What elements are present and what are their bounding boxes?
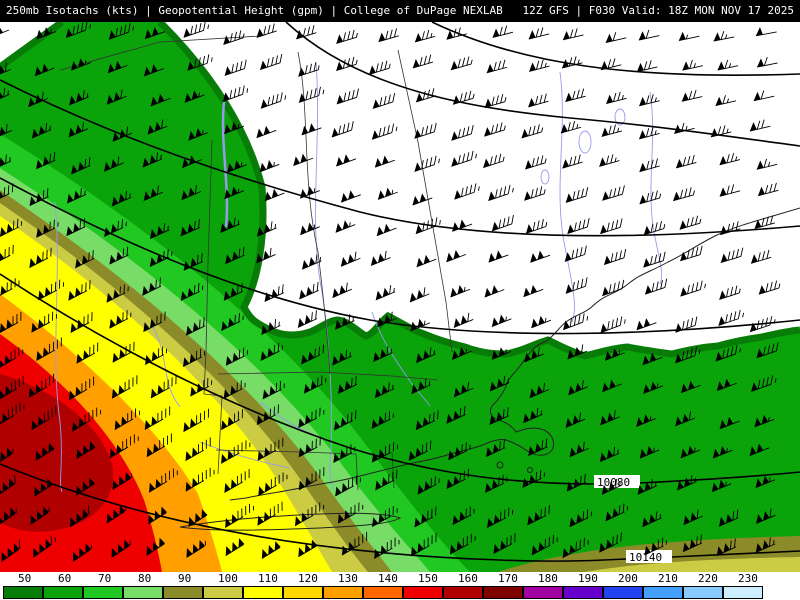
isotach-rim-50-b xyxy=(157,22,800,360)
scale-label: 130 xyxy=(338,572,358,585)
scale-label: 180 xyxy=(538,572,558,585)
scale-label: 50 xyxy=(18,572,32,585)
scale-label: 90 xyxy=(178,572,192,585)
scale-swatch xyxy=(243,586,283,599)
scale-swatch xyxy=(443,586,483,599)
scale-label: 230 xyxy=(738,572,758,585)
scale-label: 190 xyxy=(578,572,598,585)
scale-swatch xyxy=(563,586,603,599)
scale-swatch xyxy=(283,586,323,599)
scale-swatch xyxy=(83,586,123,599)
isotach-strip-100-se xyxy=(585,557,800,572)
scale-swatch xyxy=(3,586,43,599)
scale-label: 70 xyxy=(98,572,112,585)
scale-label: 220 xyxy=(698,572,718,585)
height-contours xyxy=(0,22,800,562)
model-run-info: 12Z GFS | F030 Valid: 18Z MON NOV 17 202… xyxy=(522,4,794,17)
scale-label: 140 xyxy=(378,572,398,585)
scale-label: 60 xyxy=(58,572,72,585)
map-area: 10080 10140 xyxy=(0,22,800,572)
coastline xyxy=(179,207,800,531)
title-bar: 250mb Isotachs (kts) | Geopotential Heig… xyxy=(0,0,800,22)
product-title: 250mb Isotachs (kts) | Geopotential Heig… xyxy=(6,4,503,17)
colorbar-swatches xyxy=(0,586,800,599)
scale-swatch xyxy=(643,586,683,599)
scale-label: 100 xyxy=(218,572,238,585)
scale-swatch xyxy=(363,586,403,599)
scale-swatch xyxy=(483,586,523,599)
scale-swatch xyxy=(203,586,243,599)
contour-label-10080: 10080 xyxy=(597,476,630,489)
scale-swatch xyxy=(323,586,363,599)
scale-swatch xyxy=(43,586,83,599)
scale-label: 150 xyxy=(418,572,438,585)
contour-label-bg xyxy=(594,475,640,488)
contour-labels: 10080 10140 xyxy=(594,475,672,564)
scale-label: 200 xyxy=(618,572,638,585)
scale-swatch xyxy=(723,586,763,599)
wind-barbs xyxy=(0,22,781,562)
scale-label: 120 xyxy=(298,572,318,585)
scale-label: 160 xyxy=(458,572,478,585)
weather-map: 10080 10140 xyxy=(0,22,800,572)
scale-swatch xyxy=(163,586,203,599)
colorbar-labels: 50 60 70 80 90 100 110 120 130 140 150 160 170 180 190… xyxy=(0,572,800,586)
scale-swatch xyxy=(123,586,163,599)
scale-swatch xyxy=(683,586,723,599)
scale-label: 110 xyxy=(258,572,278,585)
contour-label-10140: 10140 xyxy=(629,551,662,564)
scale-label: 80 xyxy=(138,572,152,585)
scale-swatch xyxy=(523,586,563,599)
scale-swatch xyxy=(403,586,443,599)
contour-label-bg xyxy=(626,550,672,563)
scale-label: 170 xyxy=(498,572,518,585)
scale-swatch xyxy=(603,586,643,599)
isotach-core-160 xyxy=(0,374,114,532)
scale-label: 210 xyxy=(658,572,678,585)
